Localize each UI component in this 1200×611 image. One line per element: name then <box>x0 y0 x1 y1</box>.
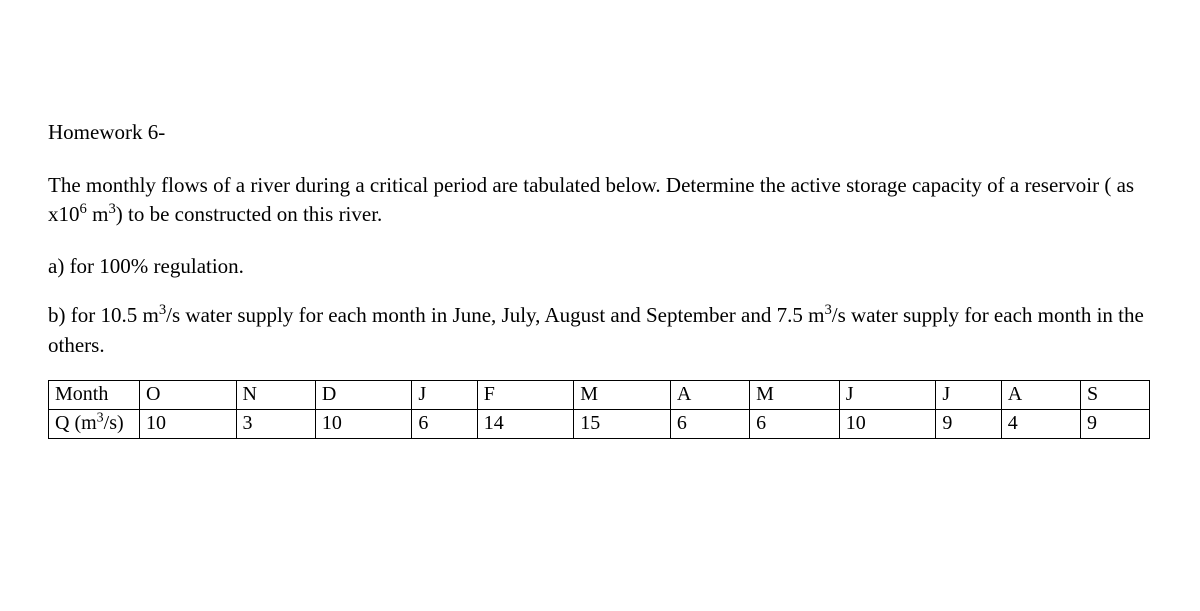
q-label-pre: Q (m <box>55 412 97 434</box>
flow-cell: 15 <box>574 409 671 438</box>
part-b-pre: b) for 10.5 m <box>48 303 159 327</box>
month-cell: F <box>477 380 574 409</box>
flow-cell: 10 <box>140 409 237 438</box>
intro-sup1: 6 <box>80 201 87 217</box>
part-a: a) for 100% regulation. <box>48 252 1152 281</box>
month-cell: D <box>315 380 412 409</box>
intro-paragraph: The monthly flows of a river during a cr… <box>48 171 1152 230</box>
flow-cell: 6 <box>412 409 477 438</box>
q-label-sup: 3 <box>97 410 104 425</box>
intro-text-post: ) to be constructed on this river. <box>116 202 383 226</box>
month-cell: A <box>1001 380 1080 409</box>
flow-cell: 6 <box>670 409 749 438</box>
part-b: b) for 10.5 m 3/s water supply for each m… <box>48 301 1152 360</box>
flow-cell: 3 <box>236 409 315 438</box>
month-cell: M <box>750 380 840 409</box>
homework-title: Homework 6- <box>48 120 1152 145</box>
month-cell: S <box>1081 380 1150 409</box>
flow-table: Month O N D J F M A M J J A S Q (m3/s) 1… <box>48 380 1150 439</box>
flow-cell: 4 <box>1001 409 1080 438</box>
flow-cell: 6 <box>750 409 840 438</box>
flow-cell: 10 <box>839 409 936 438</box>
flow-cell: 9 <box>936 409 1001 438</box>
month-cell: J <box>839 380 936 409</box>
month-cell: J <box>412 380 477 409</box>
q-label-post: /s) <box>104 412 124 434</box>
table-row: Month O N D J F M A M J J A S <box>49 380 1150 409</box>
page: Homework 6- The monthly flows of a river… <box>0 0 1200 439</box>
flow-cell: 9 <box>1081 409 1150 438</box>
flow-cell: 14 <box>477 409 574 438</box>
intro-text-mid: m <box>87 202 109 226</box>
month-cell: J <box>936 380 1001 409</box>
month-cell: O <box>140 380 237 409</box>
month-cell: N <box>236 380 315 409</box>
part-b-mid: /s water supply for each month in June, … <box>166 303 824 327</box>
month-cell: A <box>670 380 749 409</box>
row-header-month: Month <box>49 380 140 409</box>
table-row: Q (m3/s) 10 3 10 6 14 15 6 6 10 9 4 9 <box>49 409 1150 438</box>
intro-sup2: 3 <box>108 201 115 217</box>
row-header-q: Q (m3/s) <box>49 409 140 438</box>
part-b-sup2: 3 <box>824 302 831 318</box>
month-cell: M <box>574 380 671 409</box>
flow-cell: 10 <box>315 409 412 438</box>
